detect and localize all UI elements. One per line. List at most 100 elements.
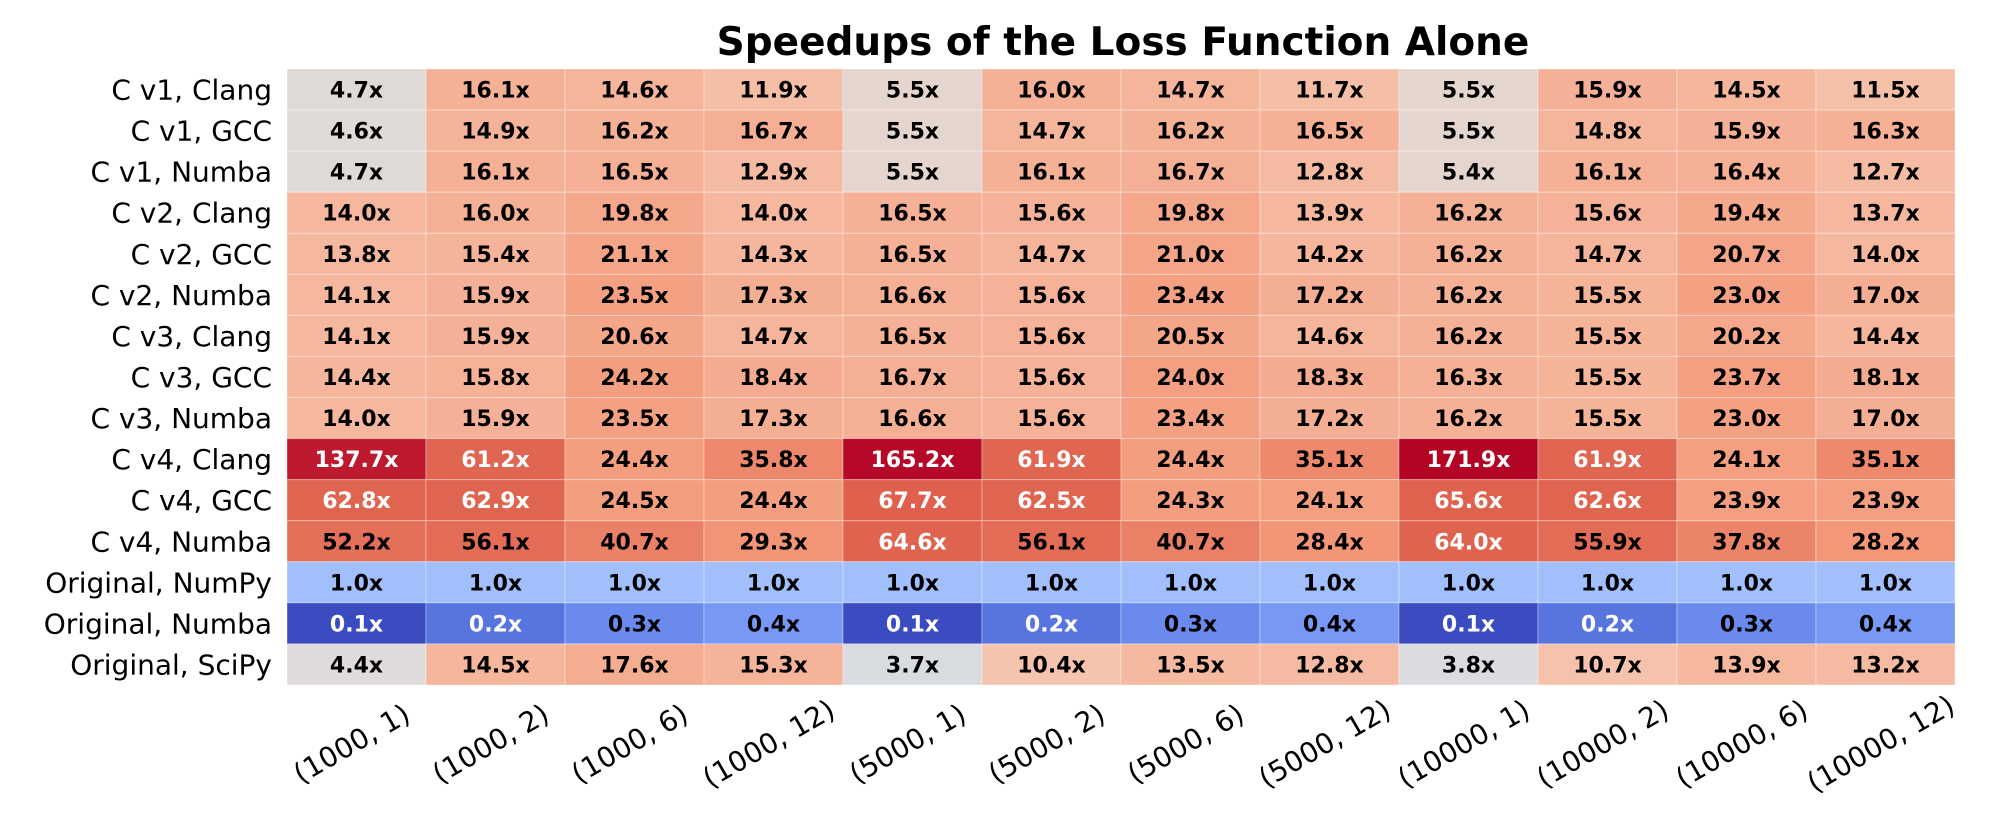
cell-value-label: 16.0x [1017, 79, 1085, 104]
column-tick-label: (5000, 1) [844, 697, 972, 790]
cell-value-label: 16.5x [878, 325, 946, 350]
heatmap-cell [1815, 191, 1956, 234]
cell-value-label: 16.1x [461, 161, 529, 186]
cell-value-label: 14.4x [322, 366, 390, 391]
heatmap-cell [1259, 397, 1400, 440]
heatmap-cell [425, 438, 566, 481]
cell-value-label: 15.9x [461, 325, 529, 350]
row-tick-label: C v1, GCC [131, 115, 272, 148]
cell-value-label: 5.5x [886, 79, 939, 104]
cell-value-label: 1.0x [1303, 571, 1356, 596]
cell-value-label: 62.5x [1017, 489, 1085, 514]
cell-value-label: 18.1x [1851, 366, 1919, 391]
heatmap-cell [703, 643, 844, 686]
cell-value-label: 17.0x [1851, 407, 1919, 432]
heatmap-cell [703, 602, 844, 645]
column-tick-label: (5000, 6) [1122, 697, 1250, 790]
cell-value-label: 13.9x [1712, 653, 1780, 678]
cell-value-label: 16.7x [878, 366, 946, 391]
cell-value-label: 12.9x [739, 161, 807, 186]
heatmap-cell [1537, 479, 1678, 522]
row-tick-label: C v2, Numba [90, 279, 272, 312]
cell-value-label: 23.4x [1156, 284, 1224, 309]
heatmap-cell [1120, 520, 1261, 563]
heatmap-cell [842, 438, 983, 481]
heatmap-cell [1398, 643, 1539, 686]
cell-value-label: 14.8x [1573, 120, 1641, 145]
column-tick-label: (5000, 12) [1253, 693, 1396, 795]
heatmap-cell [564, 479, 705, 522]
cell-value-label: 13.8x [322, 243, 390, 268]
heatmap-cell [703, 314, 844, 357]
heatmap-cell [1676, 643, 1817, 686]
cell-value-label: 15.6x [1017, 325, 1085, 350]
cell-value-label: 0.4x [1859, 612, 1912, 637]
heatmap-cell [1120, 397, 1261, 440]
heatmap-cell [1537, 561, 1678, 604]
heatmap-cell [425, 109, 566, 152]
heatmap-cell [981, 561, 1122, 604]
heatmap-cell [1676, 438, 1817, 481]
heatmap-cell [981, 109, 1122, 152]
heatmap-cell [981, 479, 1122, 522]
cell-value-label: 0.2x [469, 612, 522, 637]
cell-value-label: 14.0x [1851, 243, 1919, 268]
heatmap-cell [1537, 68, 1678, 111]
cell-value-label: 23.5x [600, 407, 668, 432]
cell-value-label: 19.4x [1712, 202, 1780, 227]
heatmap-cell [1676, 602, 1817, 645]
heatmap-cell [703, 150, 844, 193]
heatmap-cell [703, 561, 844, 604]
cell-value-label: 11.9x [739, 79, 807, 104]
heatmap-cell [981, 191, 1122, 234]
heatmap-cell [1120, 314, 1261, 357]
heatmap-cell [1815, 397, 1956, 440]
cell-value-label: 24.4x [739, 489, 807, 514]
cell-value-label: 5.5x [886, 161, 939, 186]
heatmap-cell [1676, 397, 1817, 440]
cell-value-label: 16.5x [1295, 120, 1363, 145]
cell-value-label: 0.2x [1025, 612, 1078, 637]
cell-value-label: 16.5x [600, 161, 668, 186]
row-tick-label: C v3, GCC [131, 361, 272, 394]
cell-value-label: 14.1x [322, 325, 390, 350]
cell-value-label: 62.8x [322, 489, 390, 514]
heatmap-cell [286, 314, 427, 357]
column-tick-label: (1000, 6) [566, 697, 694, 790]
heatmap-cell [1120, 479, 1261, 522]
heatmap-cell [981, 232, 1122, 275]
cell-value-label: 35.1x [1851, 448, 1919, 473]
cell-value-label: 61.9x [1573, 448, 1641, 473]
row-tick-label: C v2, GCC [131, 238, 272, 271]
heatmap-cell [1537, 314, 1678, 357]
heatmap-cell [1398, 191, 1539, 234]
heatmap-cell [425, 68, 566, 111]
heatmap-cell [564, 150, 705, 193]
cell-value-label: 24.4x [600, 448, 668, 473]
heatmap-cell [1537, 109, 1678, 152]
cell-value-label: 19.8x [1156, 202, 1224, 227]
cell-value-label: 14.7x [1017, 120, 1085, 145]
heatmap-cell [842, 191, 983, 234]
row-tick-label: C v3, Clang [111, 320, 272, 353]
row-tick-label: C v2, Clang [111, 197, 272, 230]
cell-value-label: 3.8x [1442, 653, 1495, 678]
heatmap-cell [1120, 438, 1261, 481]
cell-value-label: 52.2x [322, 530, 390, 555]
cell-value-label: 17.3x [739, 284, 807, 309]
heatmap-cell [1259, 438, 1400, 481]
cell-value-label: 23.9x [1851, 489, 1919, 514]
heatmap-cell [1398, 109, 1539, 152]
cell-value-label: 16.2x [1434, 243, 1502, 268]
cell-value-label: 16.2x [1434, 202, 1502, 227]
heatmap-cell [1815, 273, 1956, 316]
heatmap-cell [286, 561, 427, 604]
heatmap-cell [286, 602, 427, 645]
heatmap-cell [1259, 643, 1400, 686]
row-tick-label: C v4, GCC [131, 484, 272, 517]
cell-value-label: 12.7x [1851, 161, 1919, 186]
cell-value-label: 0.3x [1164, 612, 1217, 637]
cell-value-label: 16.3x [1851, 120, 1919, 145]
column-tick-label: (1000, 2) [427, 697, 555, 790]
cell-value-label: 16.7x [739, 120, 807, 145]
